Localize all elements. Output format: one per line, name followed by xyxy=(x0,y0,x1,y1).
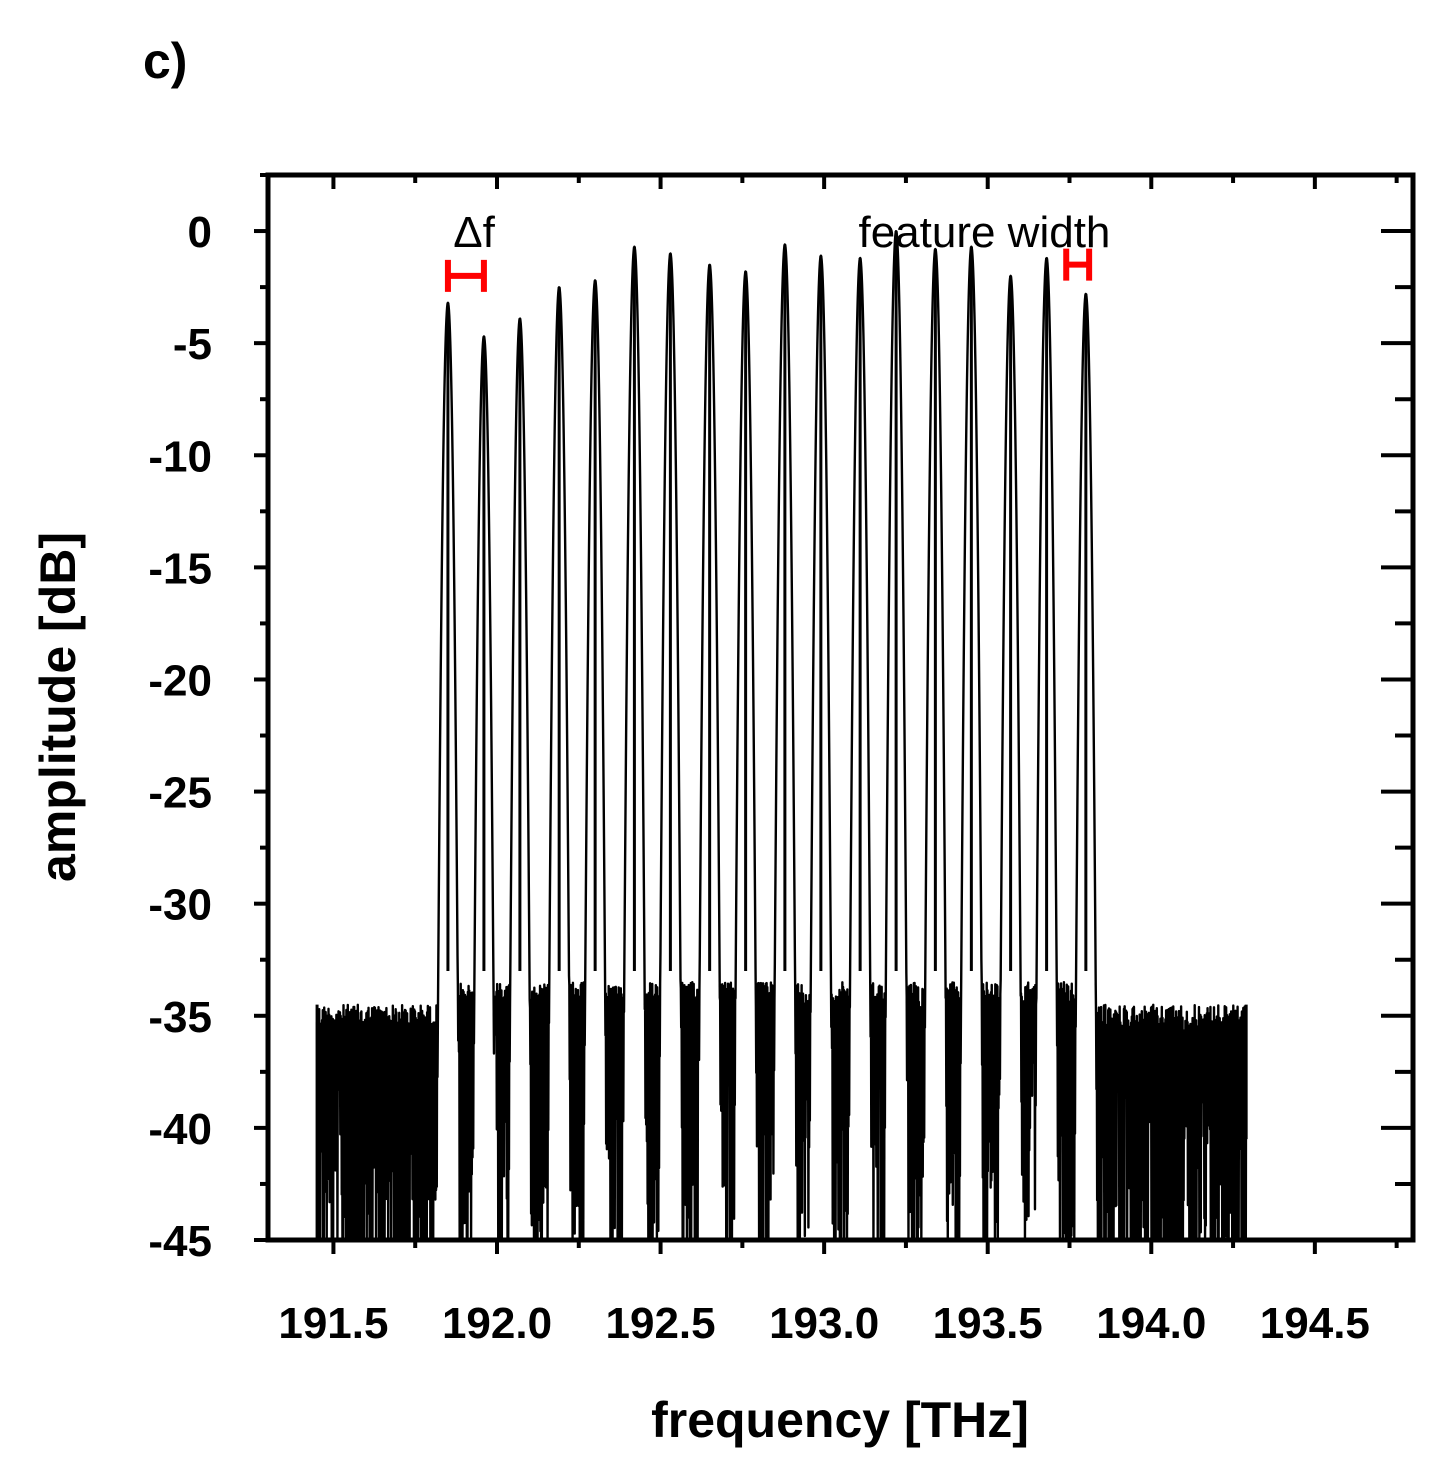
y-tick-label: -5 xyxy=(173,320,212,369)
y-tick-label: -15 xyxy=(148,544,212,593)
x-tick-label: 194.0 xyxy=(1096,1299,1206,1348)
annotations: Δf feature width xyxy=(444,208,1110,292)
y-tick-label: 0 xyxy=(188,208,212,257)
tick-labels: 191.5 192.0 192.5 193.0 193.5 194.0 194.5 0 -5 -1… xyxy=(148,208,1370,1348)
x-tick-label: 193.5 xyxy=(933,1299,1043,1348)
x-tick-label: 191.5 xyxy=(278,1299,388,1348)
y-tick-label: -10 xyxy=(148,432,212,481)
annotation-text: feature width xyxy=(858,208,1110,257)
interval-marker xyxy=(1063,248,1093,281)
plot-frame xyxy=(265,172,1416,1243)
y-tick-label: -25 xyxy=(148,769,212,818)
x-tick-label: 194.5 xyxy=(1260,1299,1370,1348)
spectrum-line xyxy=(315,230,1248,1242)
y-tick-label: -30 xyxy=(148,881,212,930)
x-tick-label: 193.0 xyxy=(769,1299,879,1348)
y-tick-label: -35 xyxy=(148,993,212,1042)
y-tick-label: -45 xyxy=(148,1217,212,1266)
x-axis-label: frequency [THz] xyxy=(651,1392,1029,1448)
annotation-text: Δf xyxy=(453,208,495,257)
x-tick-label: 192.5 xyxy=(606,1299,716,1348)
y-tick-label: -20 xyxy=(148,656,212,705)
axis-ticks xyxy=(254,173,1413,1254)
y-tick-label: -40 xyxy=(148,1105,212,1154)
panel-label: c) xyxy=(143,33,187,89)
y-axis-label: amplitude [dB] xyxy=(30,532,86,882)
interval-marker xyxy=(444,259,487,292)
x-tick-label: 192.0 xyxy=(442,1299,552,1348)
spectrum-series xyxy=(315,230,1248,1242)
